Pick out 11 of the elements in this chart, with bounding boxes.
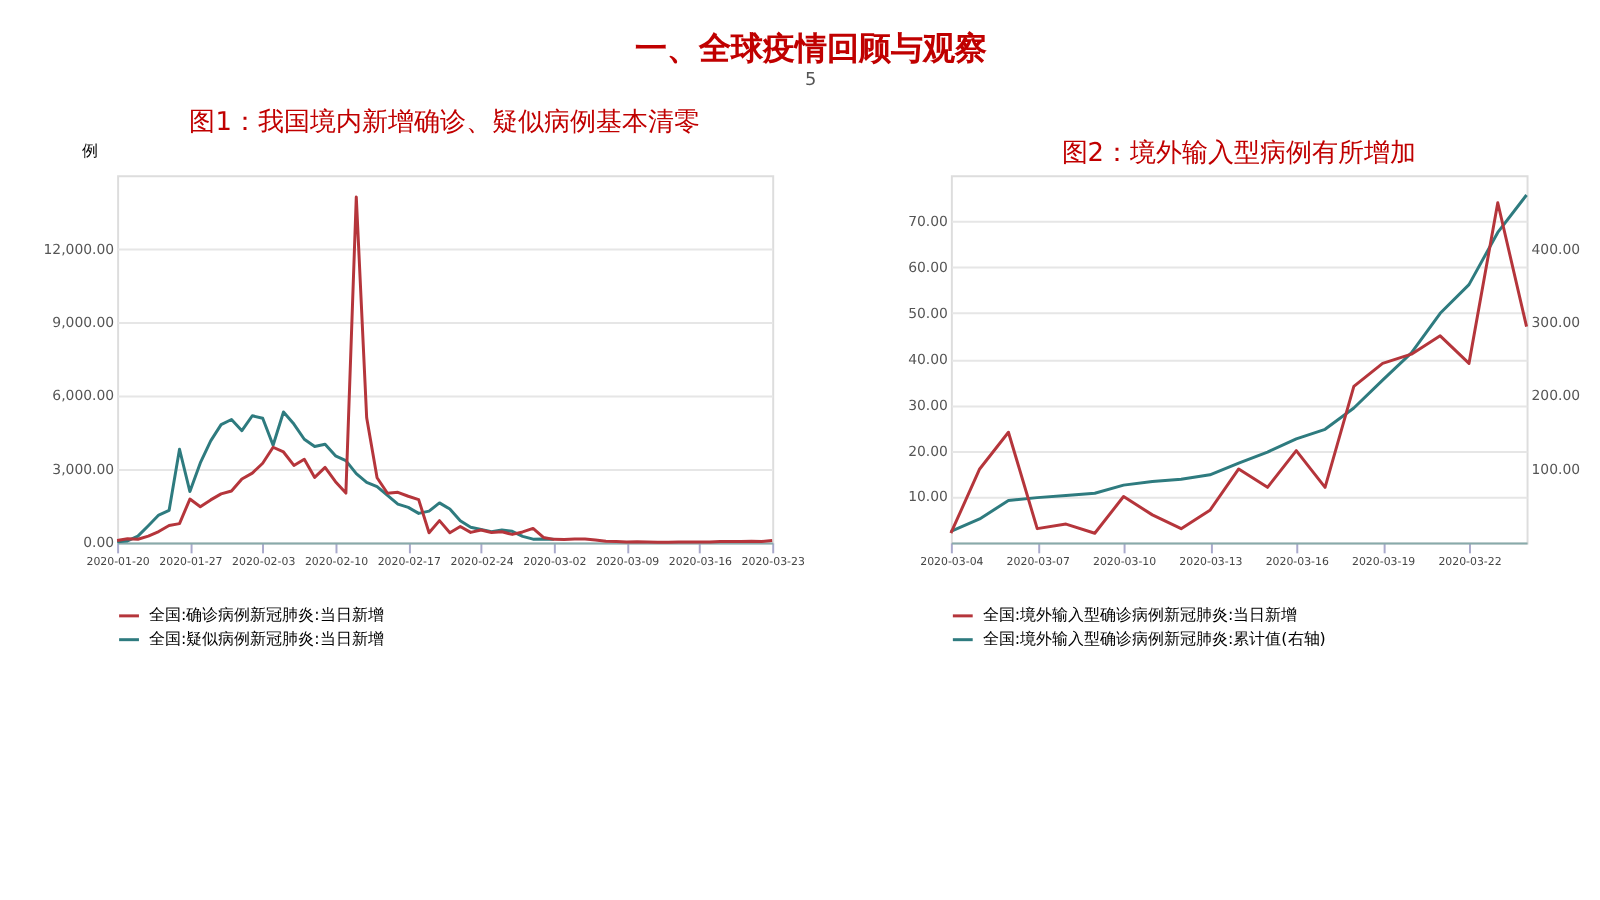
- line-series: [115, 195, 774, 544]
- legend-label: 全国:确诊病例新冠肺炎:当日新增: [148, 605, 384, 624]
- chart-title: 图2：境外输入型病例有所增加: [1061, 137, 1416, 170]
- text: 5: [805, 70, 817, 91]
- legend-label: 全国:境外输入型确诊病例新冠肺炎:累计值(右轴): [982, 629, 1326, 648]
- legend-label: 全国:疑似病例新冠肺炎:当日新增: [148, 629, 384, 648]
- legend-label: 全国:境外输入型确诊病例新冠肺炎:当日新增: [982, 605, 1298, 624]
- chart-title: 图1：我国境内新增确诊、疑似病例基本清零: [189, 105, 700, 138]
- line-series: [115, 410, 556, 544]
- text: 一、全球疫情回顾与观察: [634, 29, 987, 68]
- y-axis-title: 例: [82, 142, 99, 161]
